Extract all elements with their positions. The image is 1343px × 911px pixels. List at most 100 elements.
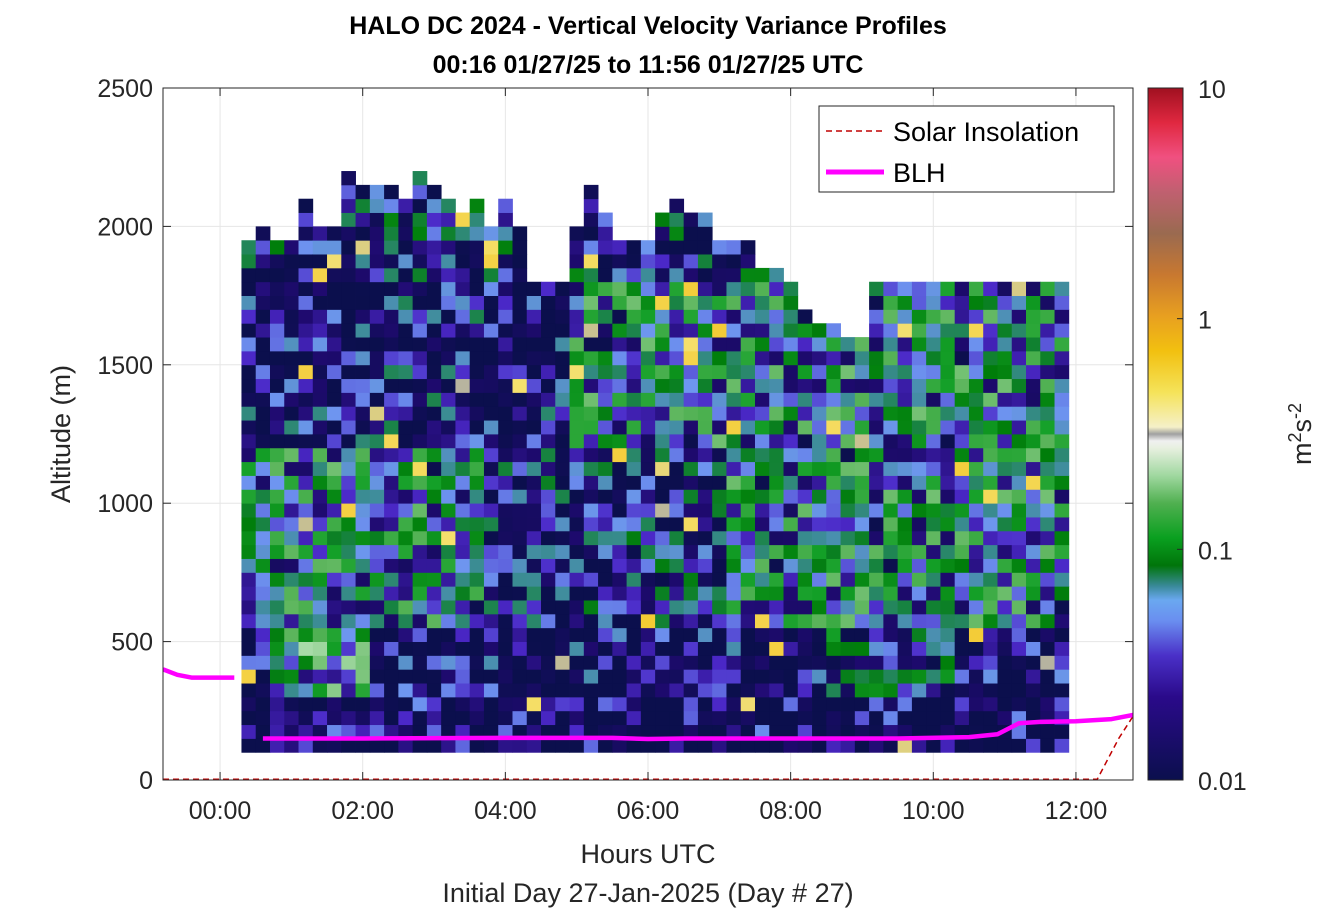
heatmap-cell <box>783 669 799 684</box>
heatmap-cell <box>897 641 913 656</box>
heatmap-cell <box>369 475 385 490</box>
heatmap-cell <box>298 669 314 684</box>
heatmap-cell <box>583 461 599 476</box>
heatmap-cell <box>612 600 627 615</box>
heatmap-cell <box>712 475 727 490</box>
heatmap-cell <box>669 295 685 310</box>
heatmap-cell <box>783 738 799 753</box>
heatmap-cell <box>754 392 770 407</box>
heatmap-cell <box>697 267 713 283</box>
heatmap-cell <box>683 212 699 227</box>
heatmap-cell <box>854 489 870 504</box>
heatmap-cell <box>269 683 285 698</box>
x-axis-ticks: 00:00 02:00 04:00 06:00 08:00 10:00 12:00 <box>189 88 1107 825</box>
heatmap-cell <box>284 406 299 421</box>
heatmap-cell <box>583 586 599 601</box>
heatmap-cell <box>940 558 956 573</box>
heatmap-cell <box>840 517 856 532</box>
heatmap-cell <box>426 254 442 269</box>
heatmap-cell <box>412 198 428 213</box>
heatmap-cell <box>669 198 685 213</box>
heatmap-cell <box>298 240 314 255</box>
heatmap-cell <box>869 613 884 629</box>
heatmap-cell <box>483 613 499 629</box>
heatmap-cell <box>598 240 613 255</box>
heatmap-cell <box>455 530 471 546</box>
heatmap-cell <box>769 724 784 739</box>
heatmap-cell <box>398 337 414 352</box>
heatmap-cell <box>926 530 941 546</box>
heatmap-cell <box>441 572 456 587</box>
heatmap-cell <box>384 337 399 352</box>
heatmap-cell <box>455 627 471 642</box>
heatmap-cell <box>241 627 257 642</box>
heatmap-cell <box>840 530 856 546</box>
x-tick-label-3: 06:00 <box>617 797 680 825</box>
heatmap-cell <box>341 627 356 642</box>
heatmap-cell <box>269 544 285 559</box>
heatmap-cell <box>341 434 356 449</box>
heatmap-cell <box>512 489 528 504</box>
heatmap-cell <box>541 281 556 296</box>
heatmap-cell <box>926 503 941 518</box>
heatmap-cell <box>384 544 399 559</box>
heatmap-cell <box>483 447 499 463</box>
heatmap-cell <box>697 641 713 656</box>
heatmap-cell <box>412 600 428 615</box>
heatmap-cell <box>512 669 528 684</box>
heatmap-cell <box>284 613 299 629</box>
heatmap-cell <box>726 738 742 753</box>
heatmap-cell <box>655 683 670 698</box>
heatmap-cell <box>612 406 627 421</box>
heatmap-cell <box>1011 544 1027 559</box>
heatmap-cell <box>968 350 984 366</box>
heatmap-cell <box>640 544 656 559</box>
heatmap-cell <box>312 627 328 642</box>
heatmap-cell <box>954 392 970 407</box>
heatmap-cell <box>612 710 627 726</box>
heatmap-cell <box>697 461 713 476</box>
heatmap-cell <box>669 420 685 435</box>
heatmap-cell <box>897 295 913 310</box>
heatmap-cell <box>298 517 314 532</box>
heatmap-cell <box>883 295 899 310</box>
heatmap-cell <box>968 364 984 380</box>
heatmap-cell <box>569 350 585 366</box>
heatmap-cell <box>754 724 770 739</box>
heatmap-cell <box>255 572 271 587</box>
heatmap-cell <box>640 683 656 698</box>
heatmap-cell <box>312 655 328 670</box>
heatmap-cell <box>1054 503 1070 518</box>
heatmap-cell <box>512 392 528 407</box>
heatmap-cell <box>327 710 342 726</box>
heatmap-cell <box>640 364 656 380</box>
heatmap-cell <box>498 710 513 726</box>
heatmap-cell <box>483 572 499 587</box>
heatmap-cell <box>854 586 870 601</box>
heatmap-cell <box>797 503 813 518</box>
heatmap-cell <box>812 461 827 476</box>
heatmap-cell <box>769 669 784 684</box>
heatmap-cell <box>626 281 642 296</box>
heatmap-cell <box>369 447 385 463</box>
heatmap-cell <box>826 586 841 601</box>
heatmap-cell <box>498 461 513 476</box>
heatmap-cell <box>812 434 827 449</box>
heatmap-cell <box>712 295 727 310</box>
heatmap-cell <box>769 696 784 712</box>
heatmap-cell <box>541 558 556 573</box>
heatmap-cell <box>712 392 727 407</box>
heatmap-cell <box>612 503 627 518</box>
heatmap-cell <box>555 627 570 642</box>
heatmap-cell <box>355 683 371 698</box>
heatmap-cell <box>669 683 685 698</box>
heatmap-cell <box>626 392 642 407</box>
x-tick-label-6: 12:00 <box>1045 797 1108 825</box>
heatmap-cell <box>897 420 913 435</box>
heatmap-cell <box>911 669 927 684</box>
heatmap-cell <box>926 323 941 338</box>
heatmap-cell <box>697 392 713 407</box>
heatmap-cell <box>940 434 956 449</box>
heatmap-cell <box>883 323 899 338</box>
heatmap-cell <box>983 600 998 615</box>
